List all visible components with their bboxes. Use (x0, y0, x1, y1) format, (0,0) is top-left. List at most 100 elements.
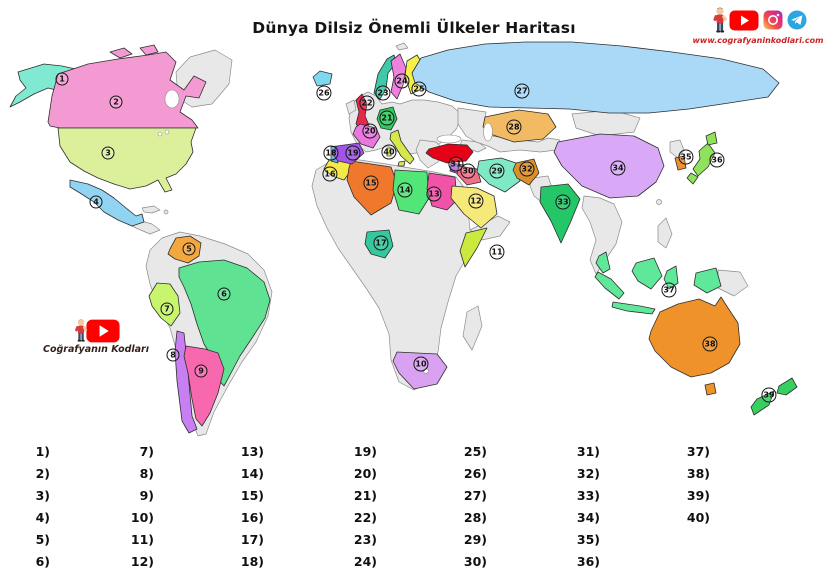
marker-kazakhstan: 28 (506, 119, 522, 135)
country-china[interactable] (553, 133, 665, 199)
country-australia-tasmania[interactable] (704, 382, 717, 396)
page-title: Dünya Dilsiz Önemli Ülkeler Haritası (252, 19, 576, 37)
mascot-icon (712, 7, 727, 33)
answer-number: 11) (130, 532, 154, 547)
marker-portugal: 18 (323, 145, 339, 161)
landmass-taiwan (656, 199, 662, 205)
marker-germany: 21 (379, 110, 395, 126)
lake-hudson-bay (164, 89, 180, 109)
answer-column: 19) 20) 21) 22) 23) 24) (337, 444, 377, 576)
answer-number: 1) (35, 444, 50, 459)
lake-caspian-sea (483, 122, 493, 142)
marker-finland: 25 (411, 81, 427, 97)
answer-number: 13) (240, 444, 264, 459)
answer-number: 22) (353, 510, 377, 525)
country-russia[interactable] (411, 41, 780, 114)
country-indonesia-papua[interactable] (693, 267, 722, 294)
country-japan-hokkaido[interactable] (705, 131, 718, 146)
mascot-icon (74, 319, 87, 342)
country-australia[interactable] (648, 296, 741, 378)
country-indonesia-malay[interactable] (595, 251, 611, 274)
marker-china: 34 (610, 160, 626, 176)
answer-number: 17) (240, 532, 264, 547)
landmass-mongolia (571, 109, 641, 137)
marker-new-zealand: 39 (761, 387, 777, 403)
answer-number: 20) (353, 466, 377, 481)
marker-iraq: 30 (460, 163, 476, 179)
site-url[interactable]: www.cografyaninkodlari.com (692, 36, 824, 45)
answer-number: 33) (576, 488, 600, 503)
answer-number: 10) (130, 510, 154, 525)
answer-column: 13) 14) 15) 16) 17) 18) (224, 444, 264, 576)
marker-somalia: 11 (489, 244, 505, 260)
marker-mexico: 4 (89, 195, 103, 209)
country-indonesia-borneo[interactable] (631, 257, 663, 290)
marker-indonesia: 37 (661, 282, 677, 298)
youtube-icon[interactable] (729, 10, 759, 31)
answer-number: 31) (576, 444, 600, 459)
country-indonesia-java[interactable] (611, 301, 656, 315)
marker-usa: 3 (101, 146, 115, 160)
answer-column: 25) 26) 27) 28) 29) 30) (447, 444, 487, 576)
country-new-zealand-north[interactable] (776, 377, 798, 396)
marker-italy: 40 (381, 144, 397, 160)
answer-number: 4) (35, 510, 50, 525)
landmass-africa (311, 157, 489, 391)
lake-black-sea (436, 134, 462, 144)
landmass-hispaniola (163, 209, 169, 215)
country-argentina[interactable] (183, 345, 225, 427)
logo-text: Coğrafyanın Kodları (43, 344, 149, 355)
instagram-icon[interactable] (763, 10, 783, 30)
answer-column: 31) 32) 33) 34) 35) 36) (560, 444, 600, 576)
answer-number: 28) (463, 510, 487, 525)
country-canada-island[interactable] (109, 47, 133, 59)
marker-afghanistan: 32 (519, 161, 535, 177)
world-map (9, 41, 798, 437)
country-italy[interactable] (389, 129, 415, 165)
answer-number: 34) (576, 510, 600, 525)
landmass-caribbean (141, 205, 161, 214)
marker-japan: 36 (709, 152, 725, 168)
marker-france: 20 (362, 123, 378, 139)
country-japan-kyushu[interactable] (686, 172, 699, 185)
country-indonesia-sumatra[interactable] (594, 271, 625, 300)
marker-peru: 7 (160, 302, 174, 316)
country-somalia[interactable] (459, 227, 488, 268)
country-brazil[interactable] (178, 259, 271, 387)
answer-number: 14) (240, 466, 264, 481)
answer-column: 7) 8) 9) 10) 11) 12) (114, 444, 154, 576)
answer-number: 36) (576, 554, 600, 569)
marker-alaska: 1 (55, 72, 69, 86)
marker-norway: 23 (375, 85, 391, 101)
channel-logo: Coğrafyanın Kodları (40, 318, 152, 355)
marker-egypt: 13 (426, 186, 442, 202)
answer-number: 19) (353, 444, 377, 459)
marker-canada: 2 (109, 95, 123, 109)
marker-brazil: 6 (217, 287, 231, 301)
country-iceland[interactable] (312, 70, 333, 87)
marker-argentina: 9 (194, 364, 208, 378)
marker-united-kingdom: 22 (359, 95, 375, 111)
youtube-icon (85, 319, 120, 343)
country-mexico[interactable] (69, 179, 145, 227)
answer-number: 37) (686, 444, 710, 459)
answer-number: 25) (463, 444, 487, 459)
marker-venezuela: 5 (182, 242, 196, 256)
marker-south-korea: 35 (678, 149, 694, 165)
country-canada[interactable] (47, 51, 207, 129)
country-canada-island[interactable] (139, 44, 159, 56)
marker-libya: 14 (397, 182, 413, 198)
answer-number: 30) (463, 554, 487, 569)
country-usa[interactable] (57, 127, 197, 193)
answer-number: 12) (130, 554, 154, 569)
telegram-icon[interactable] (787, 10, 807, 30)
lake-great-lakes (164, 129, 170, 135)
lake-great-lakes (157, 131, 163, 137)
marker-saudi-arabia: 12 (468, 193, 484, 209)
marker-nigeria: 17 (373, 235, 389, 251)
country-italy-sicily[interactable] (397, 160, 406, 167)
answer-number: 39) (686, 488, 710, 503)
marker-morocco: 16 (322, 166, 338, 182)
country-india[interactable] (539, 183, 581, 244)
answer-number: 9) (139, 488, 154, 503)
